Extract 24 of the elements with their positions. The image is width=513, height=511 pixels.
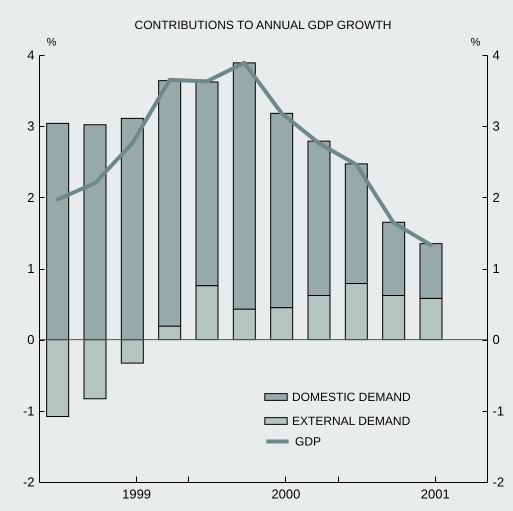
y-tick-label: 0: [27, 332, 34, 348]
y-tick-label: -1: [22, 403, 34, 418]
y-tick-label: -2: [22, 474, 34, 490]
x-tick-label: 2001: [420, 486, 450, 502]
y-tick-label: 3: [27, 118, 34, 134]
y-axis-title: %: [46, 36, 57, 48]
y2-tick-label: 4: [492, 48, 500, 62]
y2-tick-label: -1: [492, 403, 504, 418]
legend-label: DOMESTIC DEMAND: [292, 390, 412, 404]
y2-tick-label: 2: [492, 190, 500, 205]
x-tick-label: 1999: [122, 486, 152, 502]
line-series: [56, 60, 433, 248]
y-tick-label: 1: [27, 261, 34, 276]
chart-title: CONTRIBUTIONS TO ANNUAL GDP GROWTH: [134, 18, 392, 32]
legend-label: GDP: [295, 434, 322, 448]
legend-label: EXTERNAL DEMAND: [292, 414, 411, 428]
x-tick-label: 2000: [271, 486, 300, 502]
y2-tick-label: 3: [492, 118, 500, 134]
y-tick-label: 4: [27, 48, 34, 62]
y2-axis-title: %: [470, 36, 481, 48]
y-tick-label: 2: [27, 190, 34, 205]
y2-tick-label: -2: [492, 474, 504, 490]
y2-tick-label: 0: [492, 332, 500, 348]
y2-tick-label: 1: [492, 261, 500, 276]
